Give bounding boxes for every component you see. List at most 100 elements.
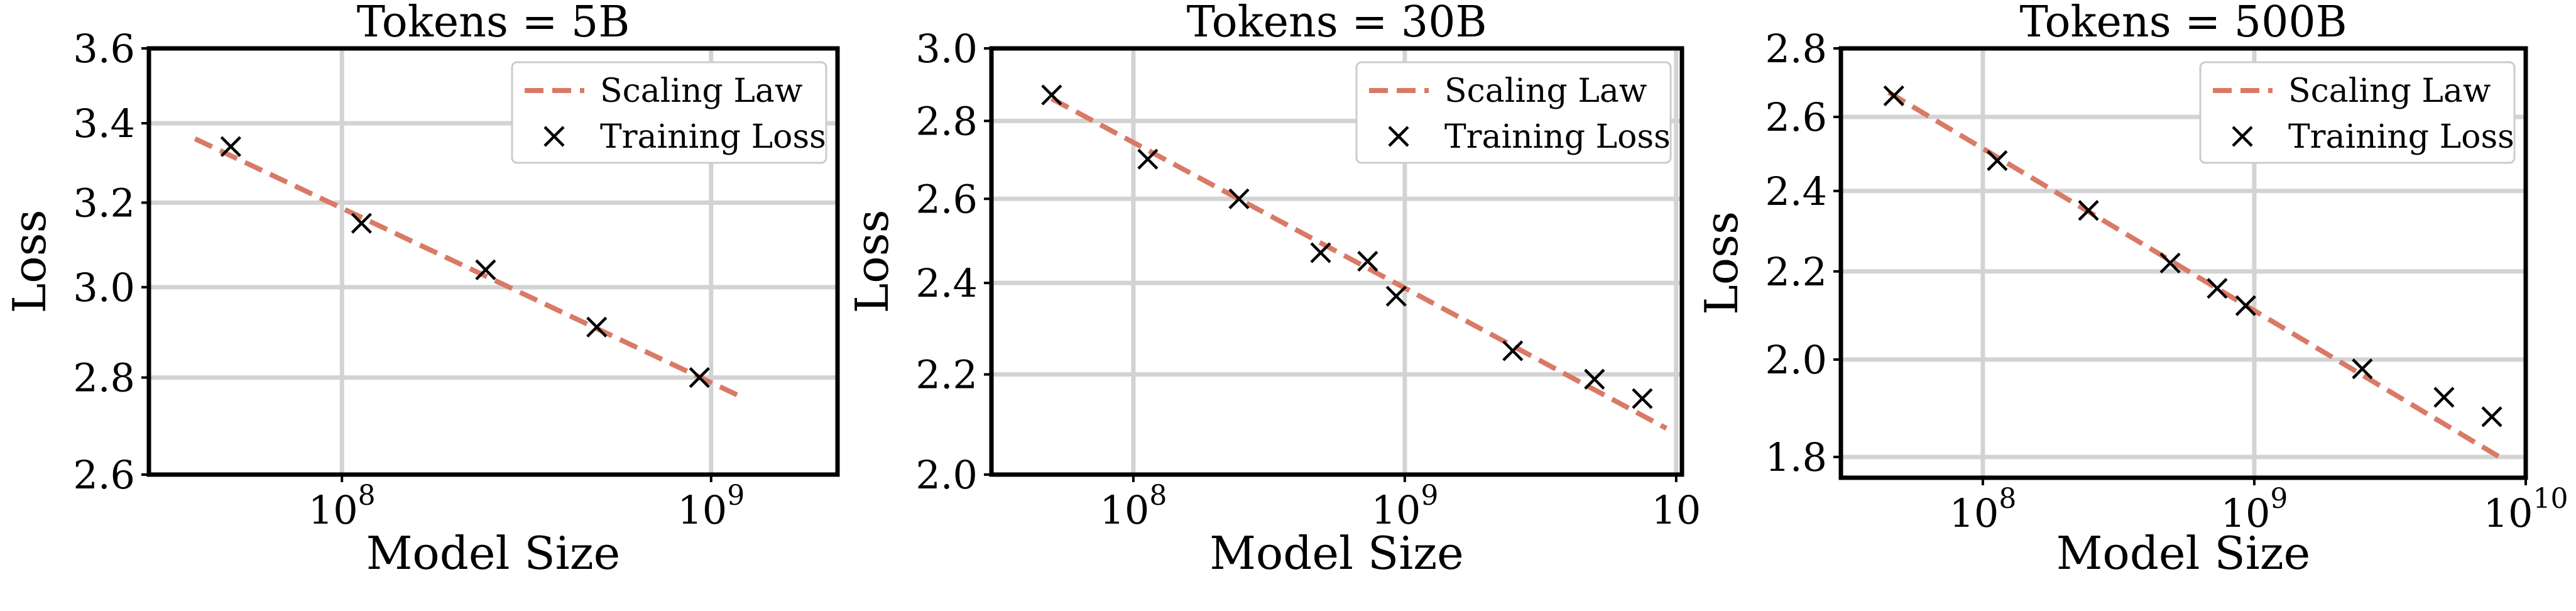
x-tick-exponent: 8	[358, 480, 376, 512]
legend-training-loss-label: Training Loss	[1444, 118, 1671, 156]
x-tick-base: 10	[1100, 487, 1149, 533]
marker-stroke	[1388, 126, 1409, 147]
y-tick-label: 3.0	[73, 265, 135, 311]
marker-stroke	[1632, 388, 1653, 409]
x-tick-label: 109	[677, 480, 745, 533]
legend-box	[2199, 61, 2516, 164]
y-tick-label: 2.6	[1765, 94, 1827, 140]
scaling-law-line	[194, 136, 742, 399]
x-tick-exponent: 9	[727, 480, 745, 512]
x-tick-exponent: 9	[1421, 480, 1438, 512]
training-loss-point	[2207, 278, 2228, 299]
x-tick-base: 10	[2484, 490, 2533, 536]
training-loss-point	[2159, 252, 2181, 274]
training-loss-point	[1987, 150, 2008, 172]
x-tick-label: 108	[1100, 480, 1167, 533]
plot-frame	[1838, 46, 2528, 480]
marker-stroke	[689, 367, 710, 388]
x-tick-exponent: 9	[2270, 483, 2288, 515]
y-tick-label: 2.4	[1765, 168, 1827, 214]
plot-frame	[146, 46, 840, 477]
training-loss-point	[351, 212, 373, 234]
y-tick-label: 3.0	[915, 26, 978, 72]
marker-stroke	[1883, 85, 1904, 107]
training-loss-point	[586, 316, 608, 338]
y-tick-label: 2.2	[915, 352, 978, 398]
legend-training-loss-label: Training Loss	[2288, 118, 2514, 156]
marker-stroke	[2433, 387, 2455, 408]
marker-stroke	[1041, 84, 1062, 106]
marker-stroke	[543, 126, 565, 147]
y-tick-label: 2.8	[1765, 26, 1827, 72]
y-tick-label: 2.2	[1765, 249, 1827, 295]
y-tick-label: 2.6	[915, 176, 978, 222]
x-tick-exponent: 8	[1999, 483, 2016, 515]
training-loss-point	[475, 259, 496, 280]
training-loss-point	[1502, 340, 1524, 361]
legend: Scaling Law Training Loss	[1355, 61, 1672, 164]
plot-frame	[989, 46, 1684, 477]
marker-stroke	[2159, 252, 2181, 274]
training-loss-point	[1137, 148, 1159, 170]
y-tick-label: 3.4	[73, 101, 135, 146]
x-axis-label: Model Size	[1209, 527, 1464, 580]
x-axis-label: Model Size	[2056, 527, 2311, 580]
y-axis-label: Loss	[3, 209, 56, 313]
x-axis-label: Model Size	[366, 527, 621, 580]
training-loss-point	[1632, 388, 1653, 409]
y-axis-label: Loss	[1695, 211, 1748, 315]
x-tick-label: 108	[1949, 483, 2016, 536]
marker-stroke	[2235, 295, 2256, 316]
training-loss-point	[2352, 358, 2373, 380]
y-tick-label: 2.6	[73, 452, 135, 498]
training-loss-point	[1228, 188, 1250, 209]
y-tick-label: 1.8	[1765, 434, 1827, 480]
x-tick-label: 108	[308, 480, 376, 533]
marker-stroke	[220, 136, 241, 157]
marker-stroke	[1385, 285, 1407, 307]
marker-stroke	[1502, 340, 1524, 361]
marker-stroke	[2078, 200, 2099, 221]
legend-training-loss-marker	[2232, 126, 2253, 147]
x-tick-base: 10	[1949, 490, 1999, 536]
marker-stroke	[1987, 150, 2008, 172]
legend-scaling-law-label: Scaling Law	[1444, 72, 1647, 110]
y-tick-label: 2.0	[1765, 337, 1827, 383]
x-tick-label: 10	[1651, 487, 1701, 533]
x-tick-base: 10	[1371, 487, 1421, 533]
y-tick-label: 2.8	[73, 355, 135, 401]
subplot-title: Tokens = 500B	[2019, 0, 2347, 47]
legend-box	[511, 61, 827, 164]
legend-training-loss-label: Training Loss	[600, 118, 826, 156]
training-loss-point	[1584, 368, 1605, 390]
legend-scaling-law-label: Scaling Law	[2288, 72, 2491, 110]
training-loss-point	[1310, 242, 1331, 263]
x-tick-exponent: 8	[1149, 480, 1167, 512]
marker-stroke	[2207, 278, 2228, 299]
x-tick-label: 1010	[2484, 483, 2568, 536]
training-loss-point	[2481, 406, 2502, 427]
marker-stroke	[2232, 126, 2253, 147]
y-tick-label: 3.6	[73, 26, 135, 72]
x-tick-base: 10	[2221, 490, 2271, 536]
y-tick-label: 2.0	[915, 452, 978, 498]
x-tick-base: 10	[1651, 487, 1701, 533]
marker-stroke	[586, 316, 608, 338]
y-axis-label: Loss	[846, 209, 898, 313]
marker-stroke	[1137, 148, 1159, 170]
legend: Scaling Law Training Loss	[2199, 61, 2516, 164]
marker-stroke	[475, 259, 496, 280]
training-loss-point	[1883, 85, 1904, 107]
training-loss-point	[2235, 295, 2256, 316]
marker-stroke	[1357, 251, 1378, 272]
x-tick-label: 109	[2221, 483, 2288, 536]
legend-box	[1355, 61, 1672, 164]
marker-stroke	[1584, 368, 1605, 390]
training-loss-point	[220, 136, 241, 157]
legend-training-loss-marker	[1388, 126, 1409, 147]
training-loss-point	[689, 367, 710, 388]
